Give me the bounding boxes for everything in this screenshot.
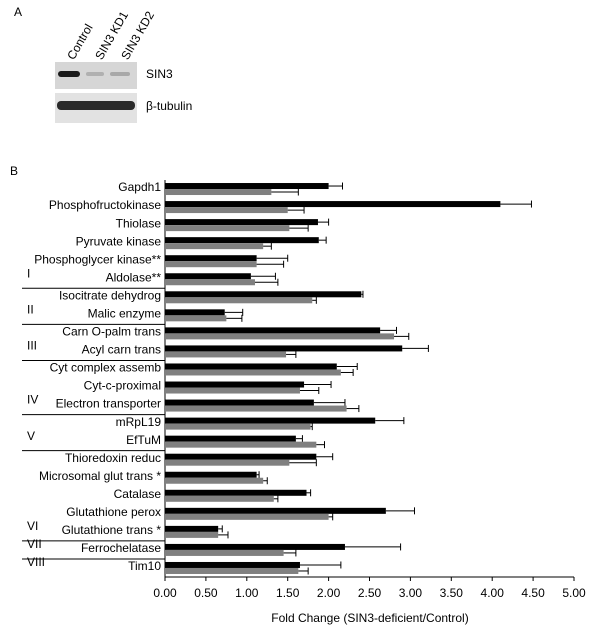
y-tick-label: Glutathione perox [66, 505, 161, 519]
bar [165, 381, 305, 388]
y-tick-label: EfTuM [126, 433, 161, 447]
bar [165, 363, 337, 370]
bar [165, 333, 395, 340]
bar [165, 345, 403, 352]
blot-band [110, 72, 130, 76]
blot-sin3 [55, 62, 137, 89]
bar [165, 435, 296, 442]
bar [165, 561, 300, 568]
bar [165, 291, 362, 298]
bar [165, 255, 257, 262]
bar [165, 453, 317, 460]
x-tick-label: 3.50 [440, 586, 464, 600]
bar [165, 261, 257, 268]
y-tick-label: Catalase [114, 487, 162, 501]
x-axis-title: Fold Change (SIN3-deficient/Control) [271, 611, 468, 625]
y-tick-label: Phosphoglycer kinase** [34, 252, 161, 266]
x-tick-label: 0.50 [194, 586, 218, 600]
y-tick-label: Malic enzyme [88, 307, 162, 321]
x-tick-label: 0.00 [153, 586, 177, 600]
bar [165, 201, 501, 208]
group-label: II [27, 303, 34, 317]
x-tick-label: 3.00 [399, 586, 423, 600]
x-tick-label: 5.00 [562, 586, 586, 600]
bar [165, 531, 219, 538]
y-tick-label: Cyt-c-proximal [84, 379, 161, 393]
y-tick-label: mRpL19 [116, 415, 162, 429]
y-tick-label: Carn O-palm trans [62, 325, 161, 339]
bar [165, 219, 318, 226]
bar [165, 183, 329, 190]
blot-label: β-tubulin [146, 99, 192, 113]
bar [165, 225, 290, 232]
blot-band [57, 101, 135, 110]
y-tick-label: Gapdh1 [118, 180, 161, 194]
y-tick-label: Isocitrate dehydrog [59, 288, 161, 302]
y-tick-label: Ferrochelatase [81, 541, 161, 555]
x-tick-label: 1.50 [276, 586, 300, 600]
bar [165, 309, 225, 316]
bar [165, 189, 272, 196]
bar [165, 525, 219, 532]
bar [165, 495, 274, 502]
y-tick-label: Electron transporter [56, 397, 161, 411]
y-tick-label: Aldolase** [106, 270, 162, 284]
y-tick-label: Glutathione trans * [62, 523, 162, 537]
blot-band [86, 72, 104, 76]
x-tick-label: 4.50 [521, 586, 545, 600]
y-tick-label: Microsomal glut trans * [39, 469, 161, 483]
group-label: VII [27, 537, 42, 551]
y-tick-label: Pyruvate kinase [76, 234, 162, 248]
x-tick-label: 4.00 [481, 586, 505, 600]
bar [165, 477, 264, 484]
bar [165, 237, 319, 244]
bar [165, 471, 257, 478]
bar [165, 399, 314, 406]
lane-label: Control [64, 22, 95, 63]
blot-label: SIN3 [146, 67, 173, 81]
bar [165, 279, 255, 286]
y-tick-label: Tim10 [128, 559, 161, 573]
group-label: VIII [27, 555, 45, 569]
bar [165, 351, 287, 358]
bar [165, 405, 347, 412]
bar [165, 459, 290, 466]
group-label: V [27, 429, 35, 443]
y-tick-label: Acyl carn trans [82, 343, 161, 357]
bar [165, 297, 313, 304]
x-tick-label: 2.50 [358, 586, 382, 600]
bar [165, 513, 329, 520]
blot-tubulin [55, 93, 137, 123]
group-label: IV [27, 393, 38, 407]
y-tick-label: Phosphofructokinase [49, 198, 161, 212]
bar [165, 387, 300, 394]
bar [165, 567, 299, 574]
bar [165, 369, 341, 376]
y-tick-label: Thiolase [116, 216, 162, 230]
bar [165, 549, 284, 556]
x-tick-label: 1.00 [235, 586, 259, 600]
group-label: VI [27, 519, 38, 533]
bar [165, 243, 264, 250]
x-tick-label: 2.00 [317, 586, 341, 600]
group-label: I [27, 266, 30, 280]
bar [165, 417, 376, 424]
panel-label: A [14, 5, 22, 19]
blot-band [58, 71, 80, 77]
y-tick-label: Cyt complex assemb [50, 361, 162, 375]
bar [165, 327, 381, 334]
bar [165, 507, 386, 514]
bar [165, 489, 307, 496]
bar [165, 441, 317, 448]
group-label: III [27, 339, 37, 353]
bar [165, 543, 345, 550]
bar [165, 273, 251, 280]
bar [165, 315, 227, 322]
y-tick-label: Thioredoxin reduc [65, 451, 161, 465]
panel-label: B [10, 164, 18, 178]
bar [165, 207, 288, 214]
bar [165, 423, 311, 430]
